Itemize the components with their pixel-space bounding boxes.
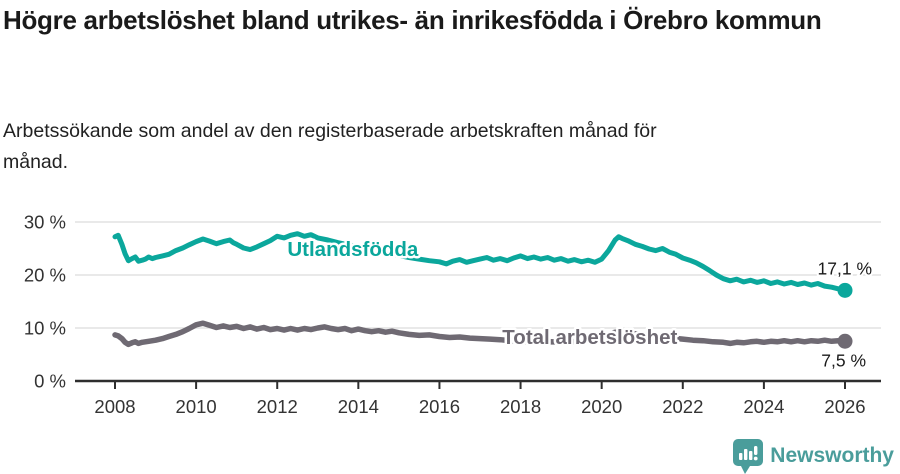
x-tick-label: 2022 bbox=[662, 396, 703, 417]
x-tick-label: 2026 bbox=[824, 396, 865, 417]
chart-canvas: 0 % 10 % 20 % 30 % 2008 2010 2012 2014 2016 2018 2… bbox=[24, 212, 881, 417]
series-label-0: Utlandsfödda bbox=[287, 238, 419, 261]
x-tick-label: 2012 bbox=[257, 396, 298, 417]
end-dot-series-0 bbox=[837, 282, 853, 298]
x-tick-label: 2016 bbox=[419, 396, 460, 417]
chart-subtitle: Arbetssökande som andel av den registerb… bbox=[3, 120, 657, 174]
x-tick-label: 2018 bbox=[500, 396, 541, 417]
y-tick-label: 0 % bbox=[34, 371, 66, 392]
line-series-0 bbox=[112, 231, 848, 293]
chart-area: 0 % 10 % 20 % 30 % 2008 2010 2012 2014 2016 2018 2… bbox=[0, 195, 900, 430]
y-tick-label: 10 % bbox=[24, 318, 66, 339]
x-tick-label: 2020 bbox=[581, 396, 622, 417]
bar-chart-pin-icon bbox=[733, 438, 764, 474]
page-title: Högre arbetslöshet bland utrikes- än inr… bbox=[3, 5, 822, 35]
end-value-label-1: 7,5 % bbox=[821, 350, 866, 370]
end-dot-series-1 bbox=[837, 333, 853, 349]
brand-footer[interactable]: Newsworthy bbox=[733, 438, 894, 474]
x-tick-label: 2010 bbox=[176, 396, 217, 417]
brand-name: Newsworthy bbox=[770, 444, 894, 467]
x-tick-label: 2014 bbox=[338, 396, 379, 417]
end-value-label-0: 17,1 % bbox=[818, 258, 872, 278]
series-label-1: Total arbetslöshet bbox=[502, 326, 677, 349]
line-series-1 bbox=[112, 320, 848, 348]
x-tick-label: 2008 bbox=[94, 396, 135, 417]
y-tick-label: 30 % bbox=[24, 212, 66, 233]
x-tick-label: 2024 bbox=[743, 396, 784, 417]
y-tick-label: 20 % bbox=[24, 265, 66, 286]
